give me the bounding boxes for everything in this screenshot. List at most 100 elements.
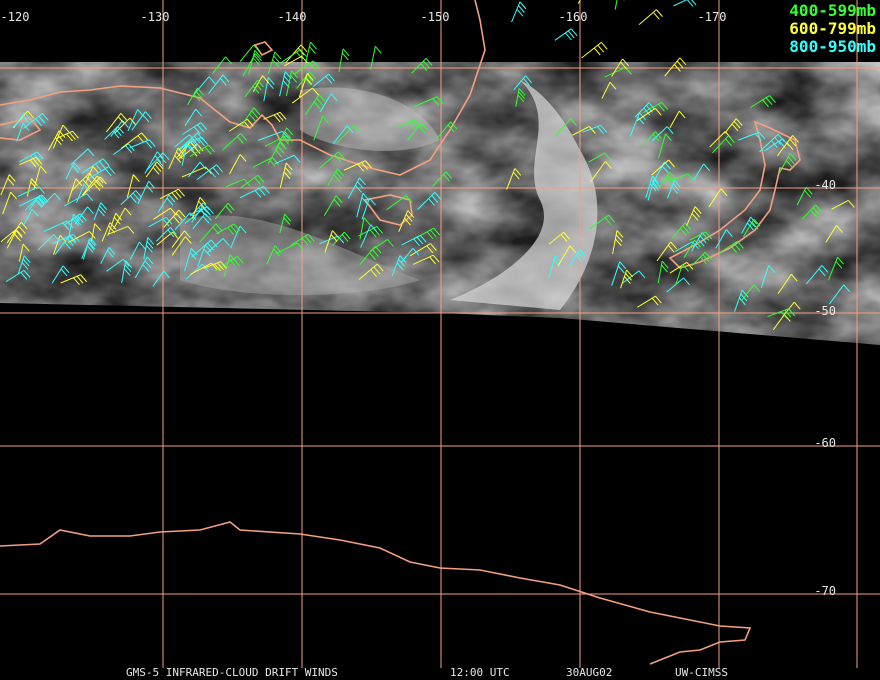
barb-flag [514,168,522,176]
barb-flag [35,198,43,207]
barb-flag [267,81,274,90]
wind-barb [370,46,382,70]
barb-flag [120,112,128,121]
barb-flag [273,55,281,64]
barb-flag [215,223,223,231]
wind-barb [656,241,678,262]
barb-flag [200,122,208,130]
barb-flag [843,284,851,293]
barb-flag [125,260,133,268]
barb-flag [676,60,684,69]
barb-flag [683,277,690,286]
legend-entry: 400-599mb [789,1,876,20]
wind-barb [163,209,186,228]
barb-flag [27,110,35,119]
barb-shaft [54,234,71,255]
barb-flag [805,186,813,195]
barb-flag [413,238,420,247]
barb-shaft [361,197,370,220]
barb-shaft [239,44,255,63]
barb-flag [693,209,700,218]
barb-shaft [760,265,770,288]
barb-shaft [6,221,22,244]
barb-shaft [555,118,572,136]
wind-barb [319,93,338,113]
barb-shaft [191,206,203,223]
wind-barb [674,241,699,253]
wind-barb [743,218,761,237]
barb-flag [35,157,43,165]
barb-shaft [2,191,12,215]
barb-shaft [604,66,626,78]
barb-flag [62,265,70,274]
barb-flag [109,222,117,230]
wind-barb [82,176,107,196]
barb-shaft [48,130,60,151]
barb-flag [762,99,770,108]
barb-flag [597,126,604,134]
barb-flag [88,241,96,250]
barb-flag [369,252,377,261]
wind-barb [275,242,304,255]
barb-flag [94,223,102,231]
latitude-label: -70 [814,584,836,598]
wind-barb [305,94,326,115]
barb-flag [300,44,308,53]
wind-barb [555,118,578,136]
barb-flag [788,308,796,317]
barb-flag [122,258,130,267]
barb-flag [204,146,212,155]
barb-flag [23,255,31,263]
barb-flag [293,155,301,163]
barb-flag [225,205,233,214]
barb-shaft [319,235,339,245]
barb-flag [203,248,211,257]
barb-shaft [121,260,127,284]
wind-barb [33,165,47,191]
wind-barb [134,256,154,279]
barb-flag [593,47,601,56]
barb-shaft [257,130,283,141]
wind-barb [88,166,116,180]
barb-flag [751,221,759,230]
barb-flag [31,208,39,217]
barb-flag [652,175,659,184]
barb-shaft [65,162,75,180]
barb-flag [373,266,381,275]
barb-flag [370,224,378,232]
barb-flag [87,148,95,157]
barb-flag [53,234,61,242]
barb-flag [608,214,615,223]
barb-flag [821,265,829,273]
barb-flag [195,90,203,99]
wind-barb [590,161,612,183]
barb-shaft [207,238,224,254]
barb-flag [210,239,218,248]
barb-flag [296,242,304,251]
wind-barb [782,301,801,317]
wind-barb [668,173,695,183]
barb-flag [309,62,317,71]
barb-flag [162,218,170,227]
barb-flag [361,197,369,205]
barb-shaft [106,258,124,272]
barb-shaft [391,255,401,277]
barb-flag [785,160,793,168]
barb-shaft [614,0,618,10]
barb-flag [41,113,49,121]
barb-flag [257,174,265,183]
barb-shaft [171,230,185,248]
barb-flag [202,202,210,211]
wind-barb [642,131,662,146]
barb-flag [835,261,843,269]
barb-shaft [432,171,447,187]
barb-flag [420,122,428,131]
wind-barb [177,141,197,161]
barb-shaft [244,79,258,98]
wind-barb [137,180,156,205]
barb-flag [167,229,175,238]
wind-barb [279,213,292,234]
barb-flag [686,261,694,270]
barb-shaft [190,262,212,275]
